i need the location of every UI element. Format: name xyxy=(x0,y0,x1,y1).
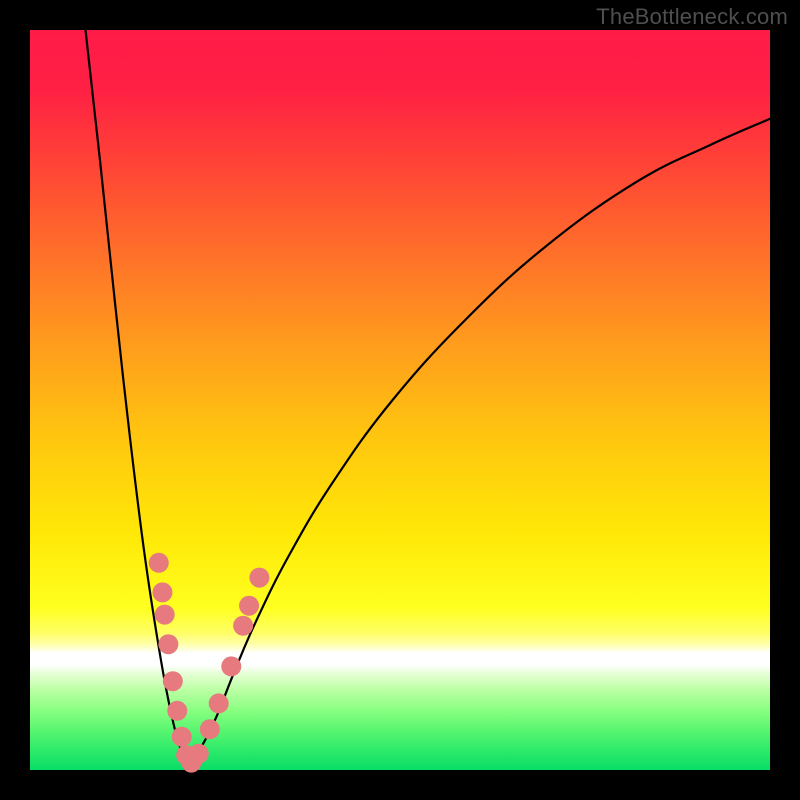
marker-point xyxy=(152,582,172,602)
marker-point xyxy=(163,671,183,691)
marker-point xyxy=(149,553,169,573)
watermark-text: TheBottleneck.com xyxy=(596,4,788,30)
plot-background xyxy=(30,30,770,770)
marker-point xyxy=(221,656,241,676)
chart-stage: TheBottleneck.com xyxy=(0,0,800,800)
marker-point xyxy=(158,634,178,654)
marker-point xyxy=(249,568,269,588)
marker-point xyxy=(209,693,229,713)
chart-svg xyxy=(0,0,800,800)
marker-point xyxy=(172,727,192,747)
marker-point xyxy=(167,701,187,721)
marker-point xyxy=(189,744,209,764)
marker-point xyxy=(233,616,253,636)
marker-point xyxy=(239,596,259,616)
marker-point xyxy=(155,605,175,625)
marker-point xyxy=(200,719,220,739)
